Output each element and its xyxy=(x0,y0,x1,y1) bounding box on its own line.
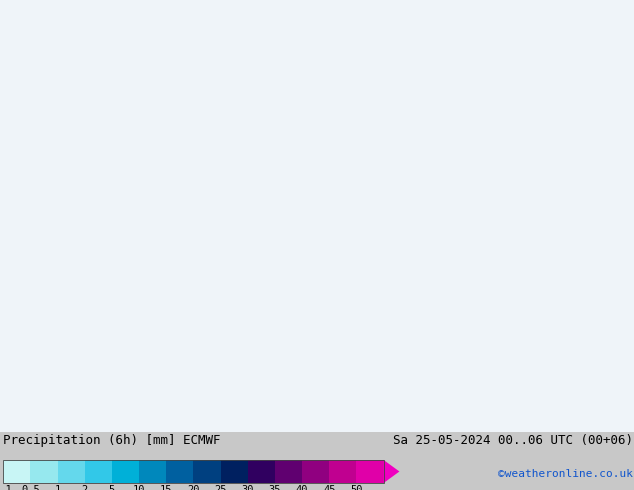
Bar xyxy=(85,460,112,483)
Text: 2: 2 xyxy=(82,485,88,490)
Text: 25: 25 xyxy=(214,485,227,490)
Bar xyxy=(3,460,384,483)
Bar xyxy=(193,460,221,483)
Text: 0.1: 0.1 xyxy=(0,485,13,490)
Text: Precipitation (6h) [mm] ECMWF: Precipitation (6h) [mm] ECMWF xyxy=(3,434,221,447)
Bar xyxy=(248,460,275,483)
Text: 0.5: 0.5 xyxy=(21,485,40,490)
Text: Sa 25-05-2024 00..06 UTC (00+06): Sa 25-05-2024 00..06 UTC (00+06) xyxy=(392,434,633,447)
Bar xyxy=(30,460,58,483)
Text: 5: 5 xyxy=(108,485,115,490)
Text: 50: 50 xyxy=(350,485,363,490)
Bar xyxy=(329,460,356,483)
Bar xyxy=(166,460,193,483)
Text: 15: 15 xyxy=(160,485,172,490)
Text: 30: 30 xyxy=(242,485,254,490)
Bar xyxy=(302,460,329,483)
Text: 40: 40 xyxy=(296,485,308,490)
Bar xyxy=(58,460,85,483)
Text: 10: 10 xyxy=(133,485,145,490)
Bar xyxy=(112,460,139,483)
Text: 20: 20 xyxy=(187,485,200,490)
Bar xyxy=(221,460,248,483)
Bar xyxy=(356,460,384,483)
Bar xyxy=(275,460,302,483)
Text: 1: 1 xyxy=(55,485,61,490)
Polygon shape xyxy=(384,460,399,483)
Bar xyxy=(3,460,30,483)
Text: ©weatheronline.co.uk: ©weatheronline.co.uk xyxy=(498,469,633,479)
Text: 35: 35 xyxy=(269,485,281,490)
Text: 45: 45 xyxy=(323,485,335,490)
Bar xyxy=(139,460,166,483)
